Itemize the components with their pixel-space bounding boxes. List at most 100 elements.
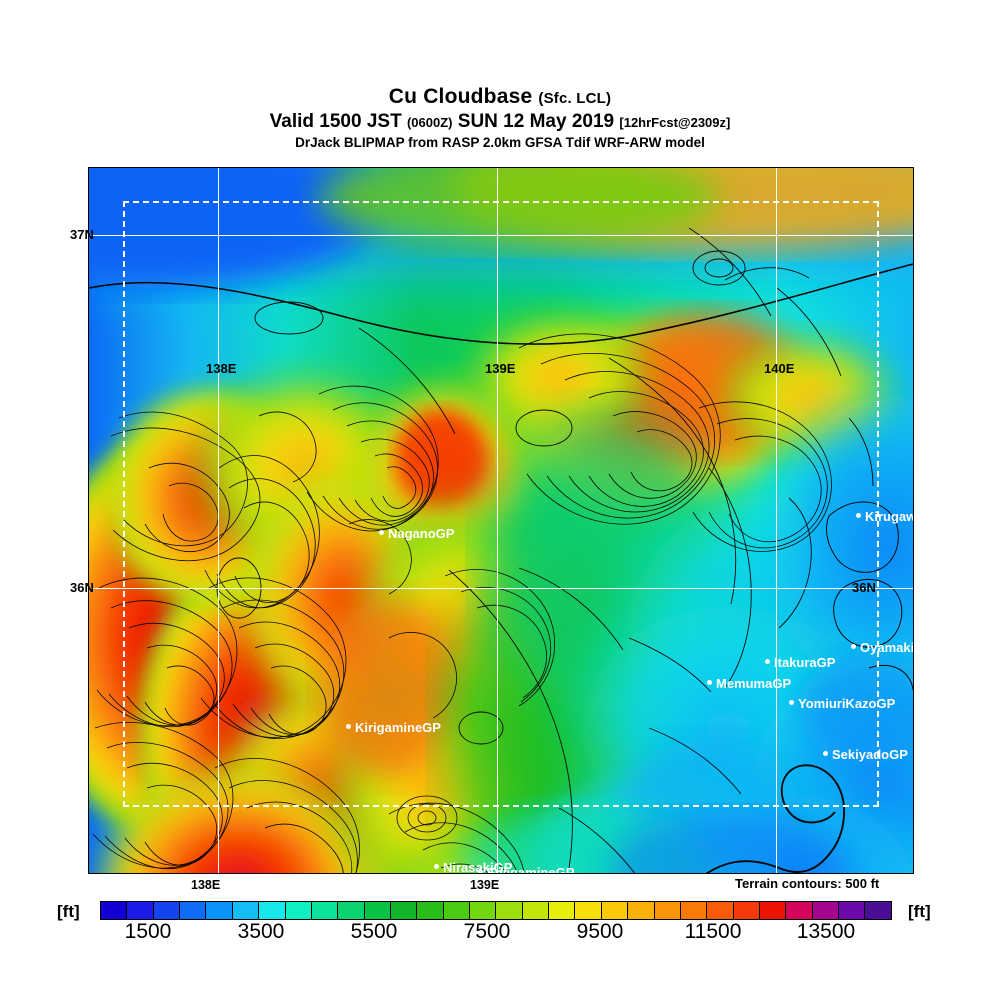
waypoint-kirugawagp[interactable]: KirugawaGP [856,509,913,523]
waypoint-dot-icon [478,869,483,873]
colorbar-swatch-23 [707,902,734,919]
graticule-lat-37n [89,235,913,236]
forecast-tag: [12hrFcst@2309z] [619,115,731,130]
waypoint-dot-icon [434,864,439,870]
lon-label-139e-top: 139E [485,361,516,376]
colorbar-swatch-4 [206,902,233,919]
lat-label-37n-left: 37N [70,227,94,242]
colorbar-swatch-0 [101,902,128,919]
waypoint-label: NirasakiGP [443,860,513,873]
waypoint-dot-icon [851,644,856,650]
waypoint-yomiurikazogp[interactable]: YomiuriKazoGP [789,696,895,710]
waypoint-dot-icon [707,680,712,686]
colorbar-swatch-11 [390,902,418,919]
waypoint-dot-icon [346,724,351,730]
colorbar-swatch-10 [364,902,391,919]
colorbar-swatch-27 [812,902,840,919]
waypoint-label: OyamakinuGP [860,640,913,656]
colorbar-swatch-15 [496,902,523,919]
title-main: Cu Cloudbase [388,85,533,108]
waypoint-sekiyadogp[interactable]: SekiyadoGP [823,747,908,761]
terrain-contours [89,227,913,873]
waypoint-fujigaminegp[interactable]: FujigamineGP [478,865,574,873]
colorbar-swatch-6 [259,902,286,919]
waypoint-dot-icon [765,659,770,665]
page-title: Cu Cloudbase (Sfc. LCL) [0,86,1000,110]
waypoint-kirigaminegp[interactable]: KirigamineGP [346,720,441,734]
colorbar-unit-right: [ft] [908,902,931,921]
valid-time-line: Valid 1500 JST (0600Z) SUN 12 May 2019 [… [0,110,1000,134]
colorbar-swatch-3 [180,902,207,919]
forecast-map[interactable]: 138E 139E 140E NaganoGP KirugawaGP Oyama… [88,167,914,874]
colorbar-swatch-25 [759,902,787,919]
colorbar-swatch-7 [285,902,312,919]
colorbar-swatch-12 [417,902,444,919]
lon-label-140e-top: 140E [764,361,795,376]
lon-label-138e-bottom: 138E [191,878,221,892]
colorbar-swatch-14 [470,902,497,919]
title-block: Cu Cloudbase (Sfc. LCL) Valid 1500 JST (… [0,86,1000,152]
waypoint-label: NaganoGP [388,526,455,542]
colorbar-tick-1500: 1500 [124,920,172,943]
lat-label-36n-left: 36N [70,580,94,595]
waypoint-label: ItakuraGP [774,655,836,671]
waypoint-nirasakigp[interactable]: NirasakiGP [434,860,512,873]
colorbar-swatch-5 [232,902,260,919]
graticule-lon-139e [497,168,498,873]
colorbar-tick-11500: 11500 [684,920,742,943]
colorbar-tick-7500: 7500 [463,920,511,943]
colorbar-swatch-13 [443,902,471,919]
waypoint-label: KirigamineGP [355,720,441,736]
waypoint-label: KirugawaGP [865,509,913,525]
lon-label-139e-bottom: 139E [470,878,500,892]
colorbar-swatch-21 [654,902,681,919]
graticule-lon-140e [776,168,777,873]
waypoint-oyamakinugp[interactable]: OyamakinuGP [851,640,913,654]
colorbar-swatch-2 [153,902,181,919]
colorbar-swatch-29 [865,902,891,919]
waypoint-dot-icon [379,530,384,536]
waypoint-memumagp[interactable]: MemumaGP [707,676,791,690]
colorbar-tick-13500: 13500 [796,920,856,943]
domain-boundary-box [123,201,879,807]
colorbar-swatch-8 [311,902,339,919]
waypoint-label: MemumaGP [716,676,792,692]
waypoint-dot-icon [789,700,794,706]
title-suffix: (Sfc. LCL) [538,90,612,107]
waypoint-label: YomiuriKazoGP [798,696,896,712]
colorbar-swatch-19 [601,902,629,919]
waypoint-itakuragp[interactable]: ItakuraGP [765,655,835,669]
valid-prefix: Valid 1500 JST [269,111,402,132]
lat-label-36n-right: 36N [852,580,876,595]
colorbar-swatch-9 [338,902,365,919]
terrain-contour-note: Terrain contours: 500 ft [735,876,880,891]
colorbar[interactable] [100,901,892,920]
waypoint-dot-icon [856,513,861,519]
colorbar-swatch-18 [575,902,602,919]
colorbar-swatch-22 [680,902,708,919]
lon-label-138e-top: 138E [206,361,237,376]
colorbar-swatch-16 [522,902,550,919]
colorbar-swatch-26 [786,902,813,919]
colorbar-swatch-28 [839,902,866,919]
map-raster: 138E 139E 140E NaganoGP KirugawaGP Oyama… [89,168,913,873]
waypoint-label: SekiyadoGP [832,747,908,763]
waypoint-label: FujigamineGP [487,865,575,873]
colorbar-swatch-24 [733,902,760,919]
colorbar-swatch-1 [127,902,154,919]
waypoint-naganogp[interactable]: NaganoGP [379,526,454,540]
valid-date: SUN 12 May 2019 [457,111,615,132]
colorbar-swatch-17 [549,902,576,919]
valid-utc: (0600Z) [406,115,453,130]
waypoint-dot-icon [823,751,828,757]
colorbar-swatch-20 [628,902,655,919]
graticule-lon-138e [218,168,219,873]
colorbar-unit-left: [ft] [57,902,80,921]
colorbar-tick-3500: 3500 [237,920,285,943]
colorbar-tick-9500: 9500 [576,920,624,943]
model-line: DrJack BLIPMAP from RASP 2.0km GFSA Tdif… [295,135,705,150]
colorbar-tick-5500: 5500 [350,920,398,943]
graticule-lat-36n [89,588,913,589]
cloudbase-field [89,168,913,873]
